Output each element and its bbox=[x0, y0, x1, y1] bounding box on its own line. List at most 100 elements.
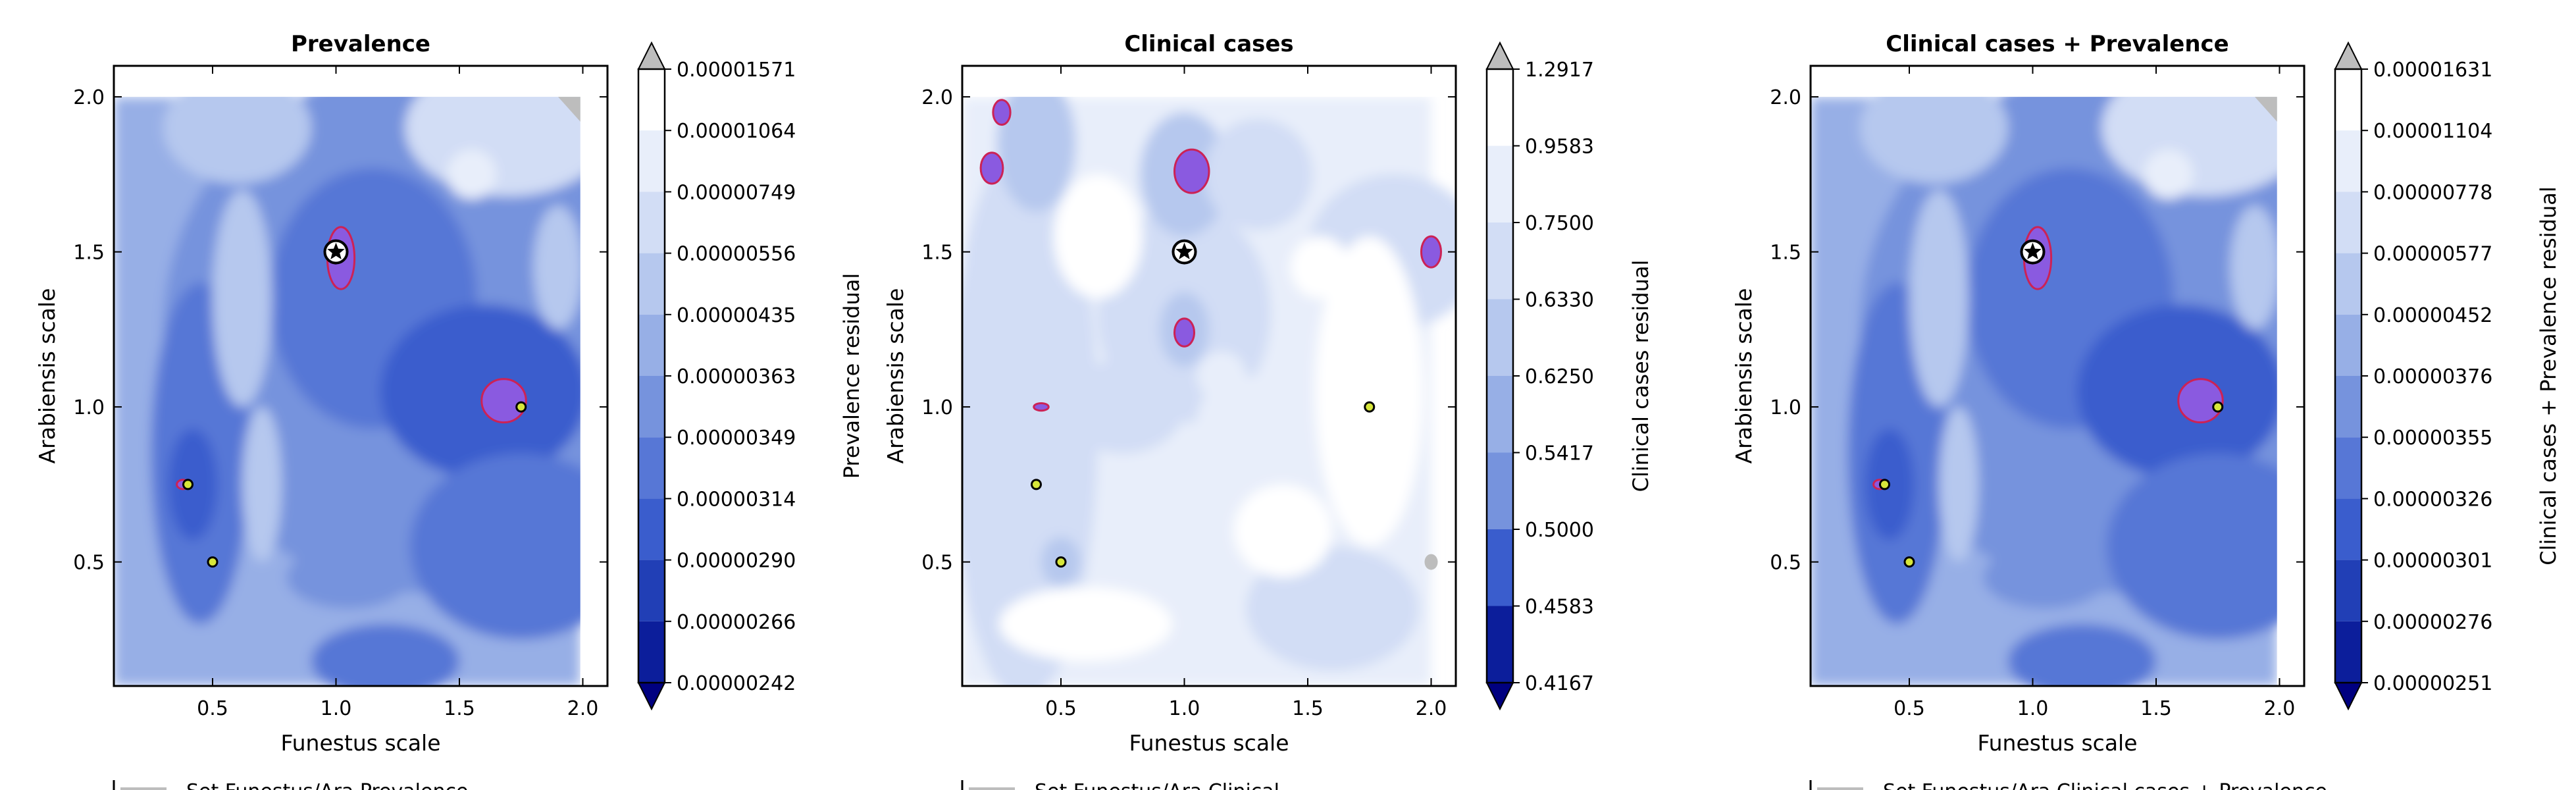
x-tick-label: 1.0 bbox=[2017, 697, 2049, 720]
x-tick-label: 0.5 bbox=[1045, 697, 1077, 720]
dot-marker bbox=[182, 479, 193, 490]
colorbar-tick-label: 0.00000242 bbox=[677, 672, 796, 695]
contour-region bbox=[311, 623, 459, 686]
x-axis-label: Funestus scale bbox=[280, 730, 440, 756]
contour-region bbox=[1939, 407, 1978, 562]
contour-region bbox=[1909, 190, 1969, 408]
colorbar-tick-label: 0.00000355 bbox=[2373, 427, 2492, 450]
colorbar-tick-label: 0.00001104 bbox=[2373, 120, 2492, 143]
colorbar-label: Prevalence residual bbox=[839, 273, 864, 479]
y-tick-label: 0.5 bbox=[73, 552, 105, 575]
empty-band bbox=[2277, 66, 2304, 686]
colorbar-tick-label: 0.00000376 bbox=[2373, 365, 2492, 388]
colorbar-segment bbox=[638, 621, 665, 683]
contour-region bbox=[286, 546, 410, 609]
colorbar-segment bbox=[638, 130, 665, 192]
colorbar-segment bbox=[1487, 145, 1513, 223]
dot-marker bbox=[1879, 479, 1890, 490]
colorbar-tick-label: 0.00000349 bbox=[677, 427, 796, 450]
colorbar-over-arrow bbox=[637, 41, 666, 70]
colorbar-tick-label: 0.00001631 bbox=[2373, 59, 2492, 82]
contour-region bbox=[1233, 484, 1333, 578]
colorbar-over-arrow bbox=[1485, 41, 1514, 70]
colorbar-segment bbox=[2335, 192, 2361, 253]
contour-region bbox=[163, 72, 311, 184]
colorbar-tick-label: 0.00000749 bbox=[677, 181, 796, 204]
colorbar-segment bbox=[638, 498, 665, 560]
colorbar-segment bbox=[2335, 253, 2361, 315]
colorbar: 0.00001571 0.00001064 0.00000749 0.00000556… bbox=[637, 41, 864, 711]
colorbar-tick-label: 0.7500 bbox=[1525, 212, 1594, 235]
chart-title: Prevalence bbox=[291, 31, 430, 57]
empty-band bbox=[580, 66, 607, 686]
x-tick-label: 2.0 bbox=[1416, 697, 1447, 720]
contour-region bbox=[1860, 72, 2008, 184]
contour-field bbox=[1811, 66, 2304, 686]
over-range-region bbox=[2255, 97, 2277, 122]
dot-marker bbox=[1031, 479, 1042, 490]
x-tick-label: 1.0 bbox=[321, 697, 352, 720]
hotspot-region bbox=[1420, 235, 1442, 269]
hotspot-region bbox=[1173, 148, 1210, 194]
empty-band bbox=[962, 66, 1456, 97]
colorbar-segment bbox=[2335, 314, 2361, 376]
colorbar-over-arrow bbox=[2334, 41, 2363, 70]
colorbar-segment bbox=[1487, 452, 1513, 529]
colorbar-segment bbox=[638, 253, 665, 315]
colorbar-segment bbox=[2335, 621, 2361, 683]
empty-band bbox=[114, 66, 607, 97]
hotspot-region bbox=[1033, 402, 1050, 412]
x-tick-label: 1.5 bbox=[1292, 697, 1324, 720]
empty-band bbox=[1811, 66, 2304, 97]
y-tick-label: 1.5 bbox=[1770, 242, 1801, 265]
contour-region bbox=[1053, 174, 1143, 299]
colorbar-tick-label: 0.00000577 bbox=[2373, 243, 2492, 266]
colorbar-segment bbox=[638, 560, 665, 621]
contour-field bbox=[114, 66, 607, 686]
contour-region bbox=[447, 149, 497, 199]
x-axis-label: Funestus scale bbox=[1129, 730, 1289, 756]
star-marker-glyph bbox=[1175, 242, 1193, 259]
hotspot-region bbox=[979, 151, 1004, 185]
colorbar-tick-label: 0.00000314 bbox=[677, 488, 796, 511]
colorbar-segment bbox=[1487, 223, 1513, 300]
y-axis-label: Arabiensis scale bbox=[1731, 288, 1757, 464]
colorbar-tick-label: 0.00001064 bbox=[677, 120, 796, 143]
colorbar-segment bbox=[1487, 299, 1513, 376]
colorbar-tick-label: 0.5417 bbox=[1525, 442, 1594, 465]
colorbar-segment bbox=[2335, 437, 2361, 499]
hotspot-region bbox=[480, 378, 527, 424]
x-tick-label: 2.0 bbox=[567, 697, 599, 720]
colorbar-segment bbox=[2335, 560, 2361, 621]
contour-region bbox=[1315, 236, 1424, 547]
axes-frame bbox=[961, 65, 1457, 687]
hotspot-region bbox=[1173, 317, 1195, 348]
dot-marker bbox=[2212, 401, 2224, 413]
colorbar-tick-label: 0.00000326 bbox=[2373, 488, 2492, 511]
colorbar-tick-label: 0.00000251 bbox=[2373, 672, 2492, 695]
y-tick-label: 1.5 bbox=[921, 242, 953, 265]
colorbar-tick-label: 1.2917 bbox=[1525, 59, 1594, 82]
y-tick-label: 0.5 bbox=[921, 552, 953, 575]
colorbar-tick-label: 0.6250 bbox=[1525, 365, 1594, 388]
colorbar-segment bbox=[1487, 529, 1513, 606]
colorbar-tick-label: 0.6330 bbox=[1525, 289, 1594, 312]
legend: Set Funestus/Ara Clinical cases + Preval… bbox=[1809, 780, 2327, 790]
y-tick-label: 1.0 bbox=[921, 396, 953, 419]
colorbar-tick-label: 0.00000301 bbox=[2373, 550, 2492, 573]
y-tick-label: 1.5 bbox=[73, 242, 105, 265]
legend-text: Set Funestus/Ara Prevalence bbox=[186, 780, 468, 790]
legend-swatch bbox=[120, 787, 167, 790]
y-tick-label: 2.0 bbox=[1770, 86, 1801, 109]
colorbar-tick-label: 0.00000363 bbox=[677, 365, 796, 388]
dot-marker bbox=[1903, 556, 1915, 568]
legend-swatch bbox=[1817, 787, 1863, 790]
colorbar-tick-label: 0.9583 bbox=[1525, 136, 1594, 159]
legend: Set Funestus/Ara Clinical bbox=[961, 780, 1279, 790]
contour-levels bbox=[1811, 66, 2304, 686]
x-tick-label: 0.5 bbox=[1893, 697, 1925, 720]
x-tick-label: 1.5 bbox=[444, 697, 475, 720]
contour-region bbox=[533, 205, 583, 330]
colorbar-label: Clinical cases + Prevalence residual bbox=[2536, 186, 2561, 565]
